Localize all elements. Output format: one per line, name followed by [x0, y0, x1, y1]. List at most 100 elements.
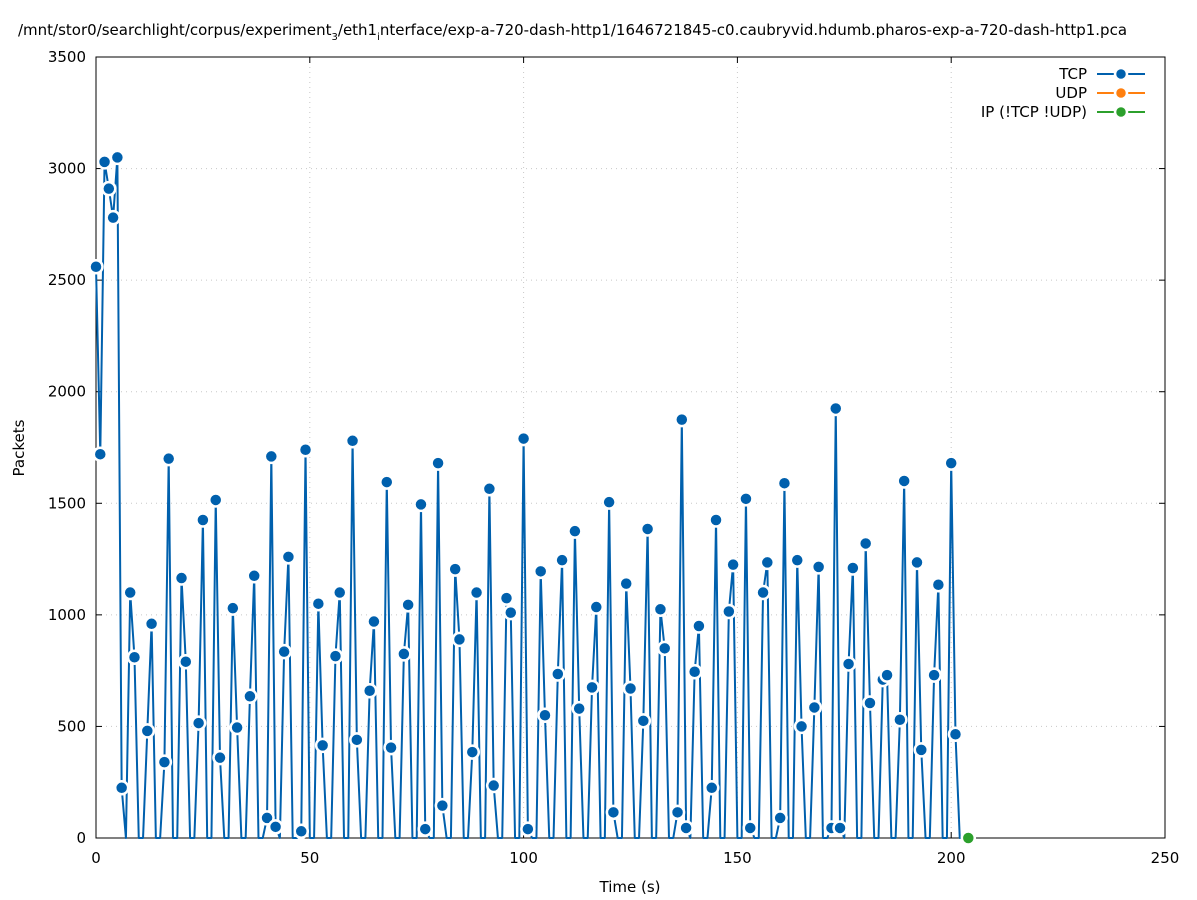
y-axis-label: Packets: [10, 419, 28, 476]
data-point: [515, 430, 532, 447]
data-point: [708, 512, 724, 528]
x-tick-label: 0: [91, 849, 101, 867]
legend-marker: [1113, 104, 1129, 120]
data-point: [584, 679, 600, 696]
data-point: [349, 732, 365, 748]
data-point: [960, 830, 977, 846]
data-point: [503, 604, 519, 621]
series-line: [95, 156, 965, 839]
data-point: [297, 441, 314, 458]
data-point: [498, 590, 515, 606]
data-point: [229, 719, 245, 736]
data-point: [280, 549, 297, 565]
y-tick-label: 2500: [48, 271, 86, 289]
data-point: [721, 603, 737, 620]
data-point: [101, 180, 117, 197]
data-point: [567, 523, 583, 539]
data-point: [109, 149, 126, 166]
data-point: [703, 780, 720, 796]
data-point: [314, 737, 331, 754]
data-point: [139, 723, 156, 739]
data-point: [674, 411, 690, 428]
data-point: [263, 448, 280, 465]
data-point: [178, 653, 194, 670]
series-layer: [88, 149, 977, 846]
data-point: [383, 739, 399, 756]
data-point: [742, 820, 758, 836]
data-point: [532, 563, 549, 580]
series-2: [960, 830, 977, 846]
title-part-3: nterface/exp-a-720-dash-http1/1646721845…: [380, 21, 1127, 39]
legend-label: IP (!TCP !UDP): [981, 103, 1087, 121]
y-tick-label: 1500: [48, 494, 86, 512]
data-point: [832, 820, 848, 836]
y-tick-label: 1000: [48, 606, 86, 624]
data-point: [840, 656, 857, 672]
title-part-2: /eth1: [338, 21, 377, 39]
data-point: [173, 570, 190, 586]
data-point: [862, 695, 878, 711]
data-point: [122, 584, 138, 601]
data-point: [879, 667, 895, 683]
data-point: [190, 715, 207, 731]
data-point: [310, 595, 327, 612]
data-point: [669, 804, 686, 821]
data-point: [571, 700, 587, 717]
data-point: [344, 433, 361, 449]
data-point: [635, 713, 652, 729]
x-tick-label: 200: [937, 849, 966, 867]
data-point: [293, 823, 309, 840]
data-point: [276, 643, 292, 660]
data-point: [259, 810, 275, 826]
data-point: [156, 754, 173, 770]
data-point: [105, 209, 121, 226]
data-point: [430, 455, 446, 471]
data-point: [622, 680, 639, 697]
data-point: [212, 749, 228, 766]
data-point: [943, 455, 959, 471]
y-tick-label: 2000: [48, 383, 86, 401]
data-point: [468, 584, 485, 601]
x-tick-label: 100: [509, 849, 538, 867]
data-point: [207, 492, 224, 508]
data-point: [550, 666, 566, 682]
data-point: [806, 699, 823, 716]
data-point: [947, 726, 964, 742]
data-point: [913, 742, 930, 758]
legend-marker: [1113, 85, 1129, 101]
title-part-1: /mnt/stor0/searchlight/corpus/experiment: [18, 21, 332, 39]
data-point: [601, 494, 617, 510]
data-point: [896, 473, 912, 489]
data-point: [686, 664, 703, 680]
title-sub-2: i: [377, 32, 380, 43]
data-point: [396, 646, 412, 662]
data-point: [481, 481, 498, 497]
data-point: [267, 819, 284, 835]
data-point: [366, 613, 382, 630]
data-point: [537, 707, 553, 724]
x-tick-label: 50: [300, 849, 319, 867]
y-tick-label: 500: [57, 717, 86, 735]
data-point: [400, 597, 416, 613]
data-point: [772, 810, 788, 826]
data-point: [92, 446, 109, 462]
data-point: [588, 599, 605, 615]
y-tick-label: 3500: [48, 48, 86, 66]
data-point: [656, 640, 673, 657]
data-point: [678, 820, 694, 836]
data-point: [691, 618, 707, 634]
y-tick-label: 3000: [48, 160, 86, 178]
data-point: [857, 535, 874, 552]
data-point: [126, 649, 143, 666]
legend-label: UDP: [1055, 84, 1087, 102]
data-point: [434, 797, 451, 814]
plot-frame: [95, 56, 1166, 839]
data-point: [892, 711, 908, 728]
data-point: [759, 554, 776, 571]
data-point: [930, 576, 947, 593]
data-point: [246, 568, 262, 584]
data-point: [195, 512, 211, 528]
data-point: [143, 616, 160, 632]
data-point: [776, 475, 793, 491]
data-point: [725, 556, 741, 573]
